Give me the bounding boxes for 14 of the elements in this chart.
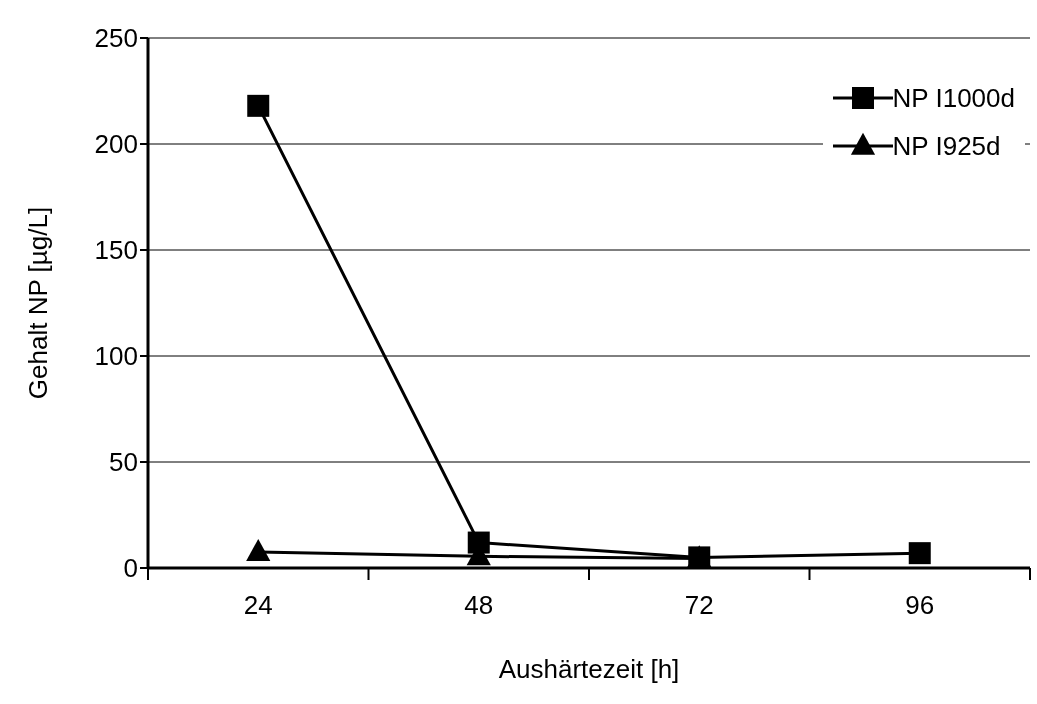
y-tick-label: 50 (109, 447, 138, 478)
x-axis-title: Aushärtezeit [h] (498, 654, 680, 684)
x-tick-label: 96 (905, 590, 935, 620)
y-tick-label: 0 (123, 553, 138, 584)
y-tick-label: 100 (94, 341, 138, 372)
legend-label: NP I1000d (892, 82, 1015, 114)
y-axis-title: Gehalt NP [µg/L] (23, 206, 54, 400)
y-tick-label: 200 (94, 129, 138, 160)
y-tick-label: 250 (94, 23, 138, 54)
legend-label: NP I925d (892, 130, 1001, 162)
x-tick-label: 48 (464, 590, 494, 620)
y-tick-label: 150 (94, 235, 138, 266)
x-tick-label: 24 (243, 590, 273, 620)
x-tick-label: 72 (684, 590, 714, 620)
